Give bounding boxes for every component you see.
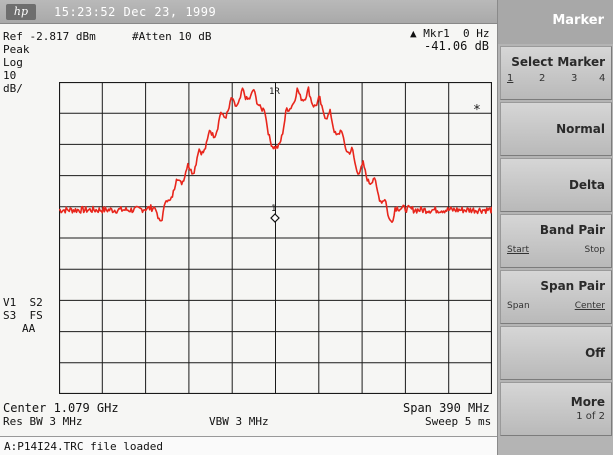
status-s3-fs: S3 FS [3,309,43,322]
delta-softkey[interactable]: Delta [500,158,612,212]
normal-softkey[interactable]: Normal [500,102,612,156]
select-marker-label: Select Marker [511,55,605,69]
asterisk-indicator: * [473,103,481,118]
status-message: A:P14I24.TRC file loaded [4,440,163,453]
spectrum-display: Ref -2.817 dBm #Atten 10 dB ▲ Mkr1 0 Hz … [0,24,497,436]
sweep-time: Sweep 5 ms [425,415,492,428]
marker-option-3: 3 [571,73,578,84]
top-status-bar: hp 15:23:52 Dec 23, 1999 [0,0,497,24]
status-line: A:P14I24.TRC file loaded [0,436,497,455]
marker-value: -41.06 dB [424,39,490,53]
resolution-bandwidth: Res BW 3 MHz [3,415,83,428]
marker-1r[interactable]: 1R [269,82,280,97]
more-page: 1 of 2 [576,411,605,422]
off-softkey[interactable]: Off [500,326,612,380]
more-label: More [570,395,605,409]
status-v1-s2: V1 S2 [3,296,43,309]
marker-1[interactable]: 1 [270,204,280,223]
status-aa: AA [22,322,36,335]
date-time: 15:23:52 Dec 23, 1999 [54,5,217,19]
ref-level: Ref -2.817 dBm [3,30,96,43]
band-pair-softkey[interactable]: Band Pair Start Stop [500,214,612,268]
marker-name: ▲ Mkr1 0 Hz [410,27,490,40]
detector-mode: Peak [3,43,30,56]
center-frequency: Center 1.079 GHz [3,401,119,415]
hp-logo: hp [6,4,36,20]
band-pair-label: Band Pair [539,223,605,237]
marker-1-label: 1 [271,204,276,214]
span-pair-span: Span [507,301,530,311]
off-label: Off [585,346,605,360]
spectrum-trace [59,86,492,223]
frequency-span: Span 390 MHz [403,401,490,415]
marker-option-4: 4 [599,73,606,84]
span-pair-center: Center [574,301,605,311]
menu-title: Marker [498,0,613,44]
attenuation: #Atten 10 dB [132,30,212,43]
scale-value: 10 [3,69,17,82]
delta-label: Delta [568,178,605,192]
softkey-panel: Marker Select Marker 1 2 3 4 Normal Delt… [497,0,613,455]
span-pair-label: Span Pair [540,279,605,293]
grid-lines [59,82,492,394]
marker-option-2: 2 [539,73,546,84]
select-marker-softkey[interactable]: Select Marker 1 2 3 4 [500,46,612,100]
more-softkey[interactable]: More 1 of 2 [500,382,612,436]
marker-option-1: 1 [507,73,514,84]
graticule: 1R 1 * [59,82,492,394]
scale-unit: dB/ [3,82,23,95]
band-pair-stop: Stop [584,245,605,255]
video-bandwidth: VBW 3 MHz [209,415,269,428]
normal-label: Normal [556,122,605,136]
scale-type: Log [3,56,23,69]
band-pair-start: Start [507,245,529,255]
marker-1r-label: 1R [269,87,280,97]
span-pair-softkey[interactable]: Span Pair Span Center [500,270,612,324]
